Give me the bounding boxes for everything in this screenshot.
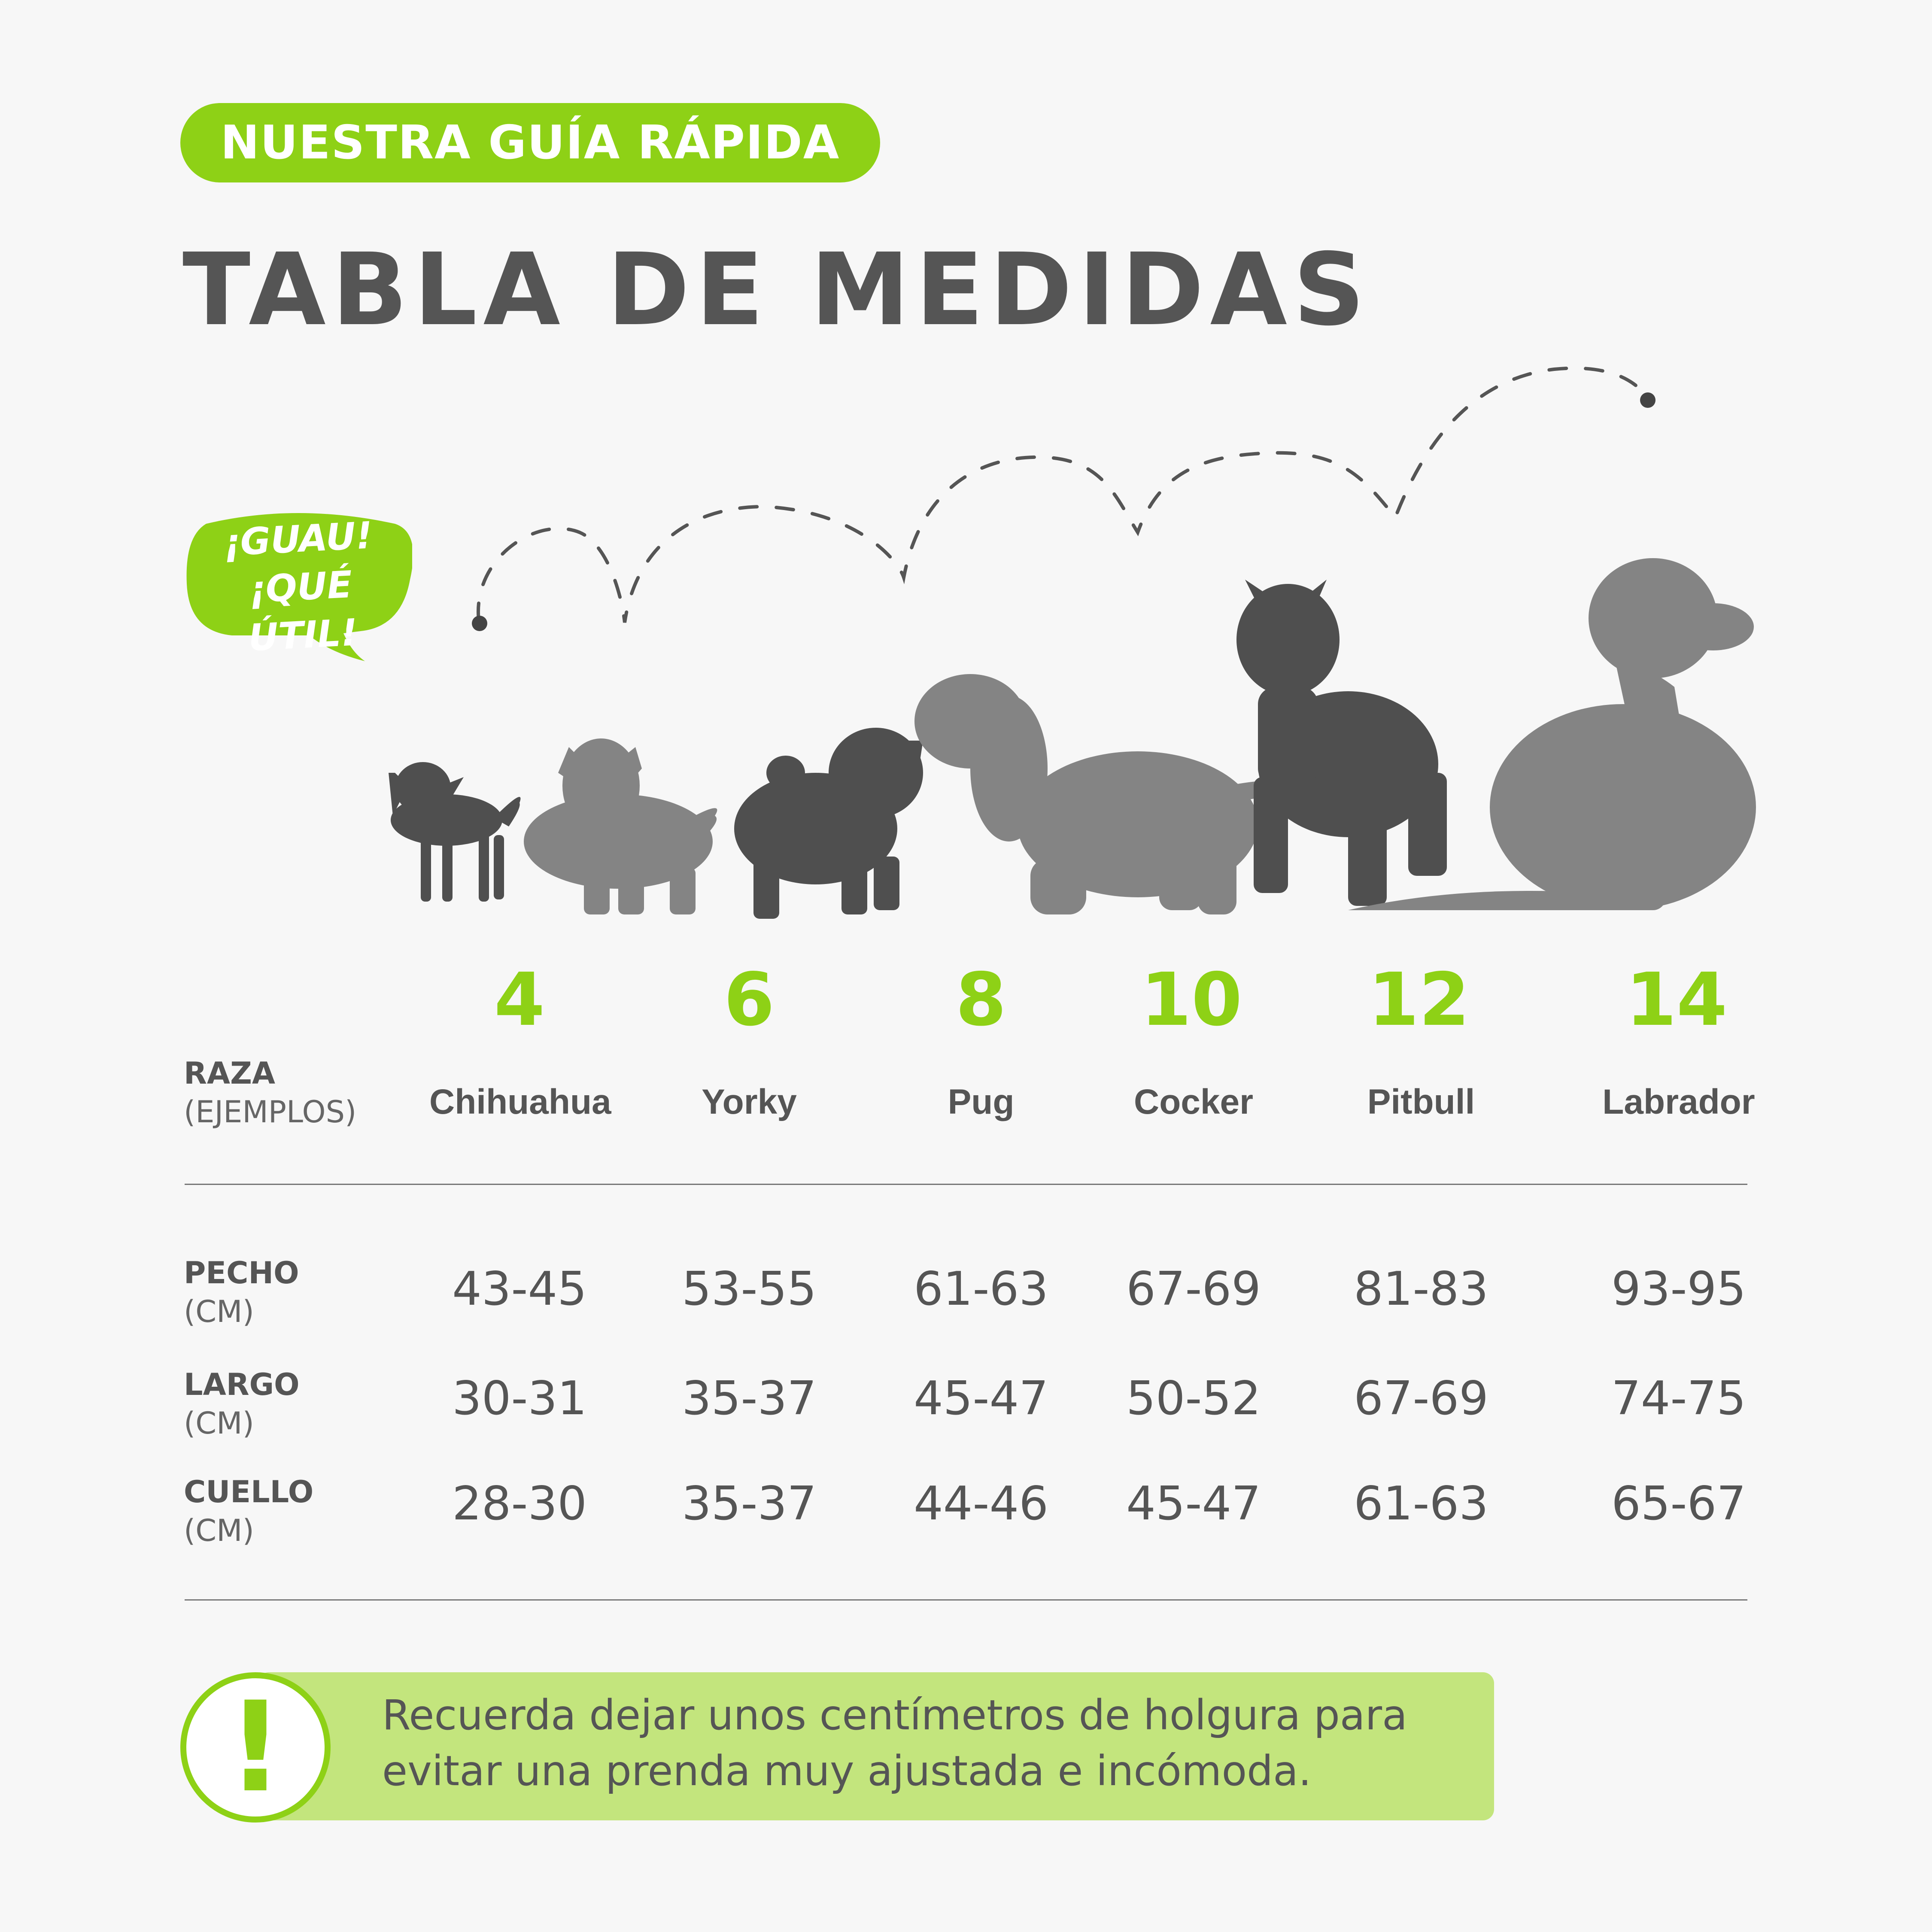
breed-pitbull: Pitbull <box>1367 1082 1475 1121</box>
note-text: Recuerda dejar unos centímetros de holgu… <box>382 1687 1481 1799</box>
path-start-dot <box>472 616 487 631</box>
largo-unit: (CM) <box>184 1406 254 1441</box>
cuello-label: CUELLO <box>184 1474 314 1510</box>
page-title: TABLA DE MEDIDAS <box>182 232 1371 348</box>
cuello-cell: 65-67 <box>1611 1477 1746 1531</box>
guide-pill: NUESTRA GUÍA RÁPIDA <box>180 103 880 182</box>
labrador-icon <box>1348 558 1756 910</box>
largo-cell: 30-31 <box>452 1372 587 1425</box>
cuello-cell: 45-47 <box>1126 1477 1261 1531</box>
note-line-1: Recuerda dejar unos centímetros de holgu… <box>382 1691 1407 1739</box>
cocker-icon <box>914 674 1278 914</box>
raza-header: RAZA (EJEMPLOS) <box>184 1054 356 1131</box>
cuello-unit: (CM) <box>184 1513 254 1548</box>
cuello-cell: 61-63 <box>1354 1477 1488 1531</box>
size-4: 4 <box>494 957 545 1042</box>
divider-bottom <box>185 1599 1747 1601</box>
pecho-cell: 67-69 <box>1126 1262 1261 1316</box>
bounce-path <box>472 366 1656 631</box>
pecho-cell: 93-95 <box>1611 1262 1746 1316</box>
size-12: 12 <box>1368 957 1470 1042</box>
yorkshire-icon <box>524 738 717 914</box>
breed-cocker: Cocker <box>1133 1082 1254 1121</box>
exclamation-icon: ! <box>227 1675 284 1820</box>
largo-cell: 50-52 <box>1126 1372 1261 1425</box>
largo-cell: 67-69 <box>1354 1372 1488 1425</box>
breed-labrador: Labrador <box>1602 1082 1755 1121</box>
note-line-2: evitar una prenda muy ajustada e incómod… <box>382 1747 1312 1795</box>
cuello-cell: 44-46 <box>914 1477 1048 1531</box>
pecho-unit: (CM) <box>184 1294 254 1329</box>
cuello-cell: 28-30 <box>452 1477 587 1531</box>
largo-cell: 74-75 <box>1611 1372 1746 1425</box>
cuello-header: CUELLO (CM) <box>184 1473 313 1550</box>
pecho-cell: 43-45 <box>452 1262 587 1316</box>
largo-label: LARGO <box>184 1367 300 1402</box>
size-10: 10 <box>1140 957 1242 1042</box>
chihuahua-icon <box>389 762 521 902</box>
size-14: 14 <box>1625 957 1728 1042</box>
speech-bubble <box>186 513 412 661</box>
path-end-dot <box>1640 392 1656 408</box>
largo-header: LARGO (CM) <box>184 1365 300 1443</box>
pug-icon <box>734 728 923 919</box>
largo-cell: 35-37 <box>682 1372 817 1425</box>
divider-top <box>185 1184 1747 1185</box>
pitbull-icon <box>1236 580 1447 906</box>
size-6: 6 <box>723 957 775 1042</box>
pecho-cell: 53-55 <box>682 1262 817 1316</box>
breed-chihuahua: Chihuahua <box>429 1082 611 1121</box>
pecho-label: PECHO <box>184 1255 299 1291</box>
size-8: 8 <box>955 957 1007 1042</box>
note-box <box>258 1672 1494 1820</box>
raza-label: RAZA <box>184 1056 276 1091</box>
breed-yorky: Yorky <box>702 1082 797 1121</box>
raza-sub: (EJEMPLOS) <box>184 1094 357 1130</box>
pecho-cell: 81-83 <box>1354 1262 1488 1316</box>
pecho-header: PECHO (CM) <box>184 1254 299 1331</box>
largo-cell: 45-47 <box>914 1372 1048 1425</box>
dogs-illustration <box>389 558 1756 919</box>
cuello-cell: 35-37 <box>682 1477 817 1531</box>
breed-pug: Pug <box>948 1082 1015 1121</box>
pecho-cell: 61-63 <box>914 1262 1048 1316</box>
